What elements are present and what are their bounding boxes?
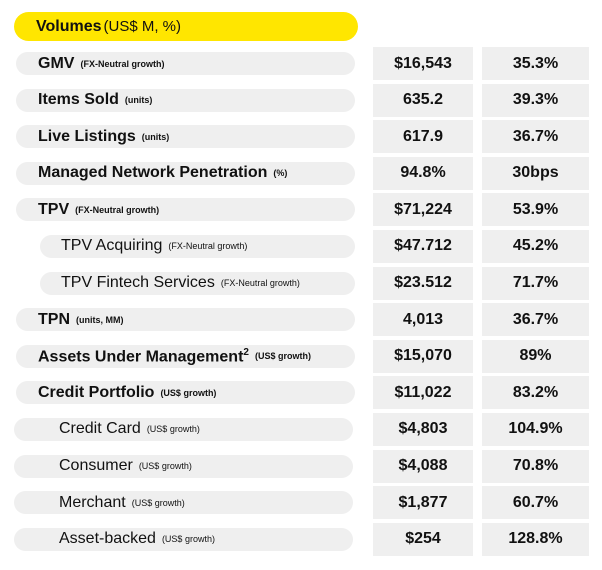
table-row: Credit Card (US$ growth) $4,803 104.9% [0,412,602,449]
metric-unit: (US$ growth) [161,534,215,545]
metric-value: $254 [373,522,473,556]
row-label: Assets Under Management2 (US$ growth) [16,344,355,368]
row-label: Credit Card (US$ growth) [14,417,353,441]
table-row: Merchant (US$ growth) $1,877 60.7% [0,485,602,522]
table-row: GMV (FX-Neutral growth) $16,543 35.3% [0,46,602,83]
row-label: Items Sold (units) [16,88,355,112]
metric-name: TPV Acquiring [61,237,163,255]
metric-value: 4,013 [373,303,473,337]
metric-name: Credit Card [59,420,141,438]
metric-growth: 53.9% [482,193,589,227]
metric-value: 617.9 [373,120,473,154]
table-row: Assets Under Management2 (US$ growth) $15… [0,339,602,376]
metric-growth: 36.7% [482,303,589,337]
metric-value: $47.712 [373,229,473,263]
metric-unit: (US$ growth) [146,424,200,435]
metric-growth: 104.9% [482,412,589,446]
table-row: TPV (FX-Neutral growth) $71,224 53.9% [0,192,602,229]
metric-name: Merchant [59,493,126,511]
metric-value: 94.8% [373,156,473,190]
metric-unit: (units) [124,95,153,106]
metric-unit: (FX-Neutral growth) [80,58,165,69]
metric-value: $1,877 [373,486,473,520]
table-row: Live Listings (units) 617.9 36.7% [0,119,602,156]
metric-unit: (units) [141,131,170,142]
metric-value: $11,022 [373,376,473,410]
metric-unit: (US$ growth) [131,497,185,508]
row-label: Consumer (US$ growth) [14,454,353,478]
metric-name: Consumer [59,457,133,475]
metric-name: Assets Under Management2 [38,347,249,366]
metric-unit: (units, MM) [76,314,124,325]
table-row: Credit Portfolio (US$ growth) $11,022 83.… [0,375,602,412]
metric-unit: (US$ growth) [254,351,311,362]
header-title: Volumes [36,17,102,35]
metric-value: 635.2 [373,83,473,117]
row-label: Asset-backed (US$ growth) [14,527,353,551]
table-row: TPV Fintech Services (FX-Neutral growth) … [0,266,602,303]
row-label: Live Listings (units) [16,125,355,149]
metric-unit: (FX-Neutral growth) [168,241,248,252]
row-label: TPN (units, MM) [16,308,355,332]
header-unit: (US$ M, %) [103,18,182,35]
metric-unit: (FX-Neutral growth) [220,278,300,289]
row-label: TPV Acquiring (FX-Neutral growth) [40,234,355,258]
metric-growth: 83.2% [482,376,589,410]
metric-growth: 39.3% [482,83,589,117]
metric-growth: 128.8% [482,522,589,556]
metric-value: $71,224 [373,193,473,227]
metric-value: $4,088 [373,449,473,483]
table-header: Volumes (US$ M, %) [14,12,358,41]
metric-growth: 35.3% [482,47,589,80]
row-label: Managed Network Penetration (%) [16,161,355,185]
metric-name: Managed Network Penetration [38,164,268,182]
metric-value: $16,543 [373,47,473,80]
metric-growth: 89% [482,339,589,373]
metrics-table: GMV (FX-Neutral growth) $16,543 35.3% Ite… [0,46,602,558]
metric-name: TPV [38,200,70,218]
metric-value: $4,803 [373,412,473,446]
row-label: Merchant (US$ growth) [14,491,353,515]
metric-growth: 30bps [482,156,589,190]
metric-unit: (%) [273,168,288,179]
table-row: Items Sold (units) 635.2 39.3% [0,83,602,120]
footnote-marker: 2 [243,346,249,358]
metric-name: Credit Portfolio [38,383,155,401]
metric-name: Asset-backed [59,530,156,548]
metric-unit: (US$ growth) [160,387,217,398]
metric-value: $15,070 [373,339,473,373]
row-label: TPV (FX-Neutral growth) [16,198,355,222]
metric-unit: (US$ growth) [138,461,192,472]
metric-name-text: Assets Under Management [38,347,244,365]
table-row: TPV Acquiring (FX-Neutral growth) $47.712… [0,229,602,266]
metric-growth: 45.2% [482,229,589,263]
metric-name: TPN [38,310,70,328]
metric-unit: (FX-Neutral growth) [75,204,160,215]
metric-growth: 71.7% [482,266,589,300]
table-row: Managed Network Penetration (%) 94.8% 30b… [0,156,602,193]
metric-name: Items Sold [38,91,119,109]
table-row: Consumer (US$ growth) $4,088 70.8% [0,449,602,486]
metric-growth: 60.7% [482,486,589,520]
row-label: Credit Portfolio (US$ growth) [16,381,355,405]
metric-growth: 36.7% [482,120,589,154]
metric-name: Live Listings [38,127,136,145]
metric-name: GMV [38,54,75,72]
row-label: TPV Fintech Services (FX-Neutral growth) [40,271,355,295]
table-row: Asset-backed (US$ growth) $254 128.8% [0,522,602,559]
metric-growth: 70.8% [482,449,589,483]
table-row: TPN (units, MM) 4,013 36.7% [0,302,602,339]
metric-name: TPV Fintech Services [61,274,215,292]
metric-value: $23.512 [373,266,473,300]
row-label: GMV (FX-Neutral growth) [16,52,355,75]
